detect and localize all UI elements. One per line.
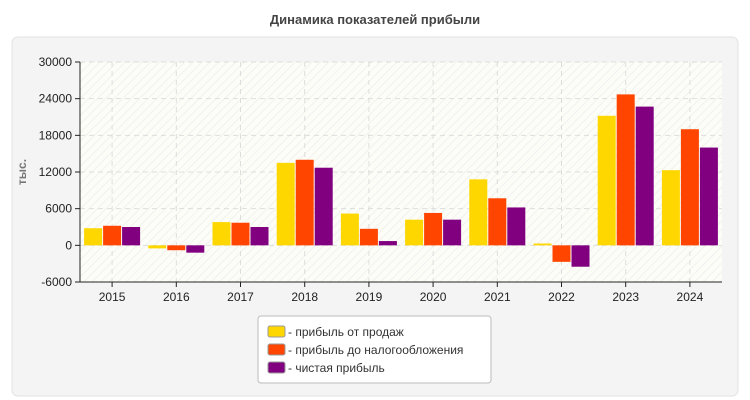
bar-2015-series-2 xyxy=(103,225,122,246)
x-tick-label: 2023 xyxy=(612,290,639,304)
y-tick-label: 24000 xyxy=(39,92,73,106)
y-tick-label: 18000 xyxy=(39,128,73,142)
bar-2019-series-1 xyxy=(340,213,359,246)
legend-swatch-2 xyxy=(267,343,286,356)
bar-2020-series-3 xyxy=(443,219,462,246)
bar-2022-series-3 xyxy=(571,245,590,267)
legend-label-2: - прибыль до налогообложения xyxy=(288,343,463,357)
x-tick-label: 2022 xyxy=(548,290,575,304)
bar-2021-series-3 xyxy=(507,207,526,246)
bar-2022-series-2 xyxy=(552,245,571,262)
x-tick-label: 2021 xyxy=(484,290,511,304)
bar-2017-series-1 xyxy=(212,222,231,246)
bar-2023-series-3 xyxy=(635,106,654,246)
x-tick-label: 2018 xyxy=(291,290,318,304)
y-tick-label: -6000 xyxy=(41,275,72,289)
bar-2019-series-3 xyxy=(378,241,397,246)
bar-2019-series-2 xyxy=(359,228,378,246)
chart-title: Динамика показателей прибыли xyxy=(270,12,480,27)
x-tick-label: 2015 xyxy=(99,290,126,304)
bar-2023-series-2 xyxy=(616,94,635,246)
y-tick-label: 30000 xyxy=(39,55,73,69)
bar-2018-series-1 xyxy=(276,162,295,246)
bar-2022-series-1 xyxy=(533,243,552,246)
bar-2023-series-1 xyxy=(597,115,616,246)
legend-swatch-3 xyxy=(267,361,286,374)
x-tick-label: 2024 xyxy=(677,290,704,304)
bar-2016-series-2 xyxy=(167,245,186,251)
legend-label-3: - чистая прибыль xyxy=(288,361,385,375)
bar-2024-series-1 xyxy=(661,170,680,246)
bar-2017-series-3 xyxy=(250,227,269,246)
bar-2016-series-3 xyxy=(186,245,205,253)
bar-2015-series-1 xyxy=(84,228,103,246)
x-tick-label: 2020 xyxy=(420,290,447,304)
y-axis-label: тыс. xyxy=(15,159,29,185)
legend: - прибыль от продаж - прибыль до налогооб… xyxy=(257,315,492,384)
bar-2015-series-3 xyxy=(122,227,141,246)
bar-2018-series-2 xyxy=(295,159,314,246)
bar-2016-series-1 xyxy=(148,245,167,249)
legend-swatch-1 xyxy=(267,325,286,338)
bar-2024-series-3 xyxy=(699,147,718,246)
bar-2024-series-2 xyxy=(680,129,699,246)
bar-2020-series-2 xyxy=(424,212,443,246)
y-tick-label: 12000 xyxy=(39,165,73,179)
x-tick-label: 2016 xyxy=(163,290,190,304)
y-tick-label: 6000 xyxy=(45,202,72,216)
bar-2021-series-1 xyxy=(469,179,488,246)
legend-label-1: - прибыль от продаж xyxy=(288,325,404,339)
bars xyxy=(84,94,718,267)
y-tick-label: 0 xyxy=(65,238,72,252)
bar-2021-series-2 xyxy=(488,198,507,246)
x-tick-label: 2019 xyxy=(356,290,383,304)
x-tick-label: 2017 xyxy=(227,290,254,304)
axes: -6000 0 6000 12000 18000 24000 30000 2015 2016 20… xyxy=(39,55,722,304)
bar-2020-series-1 xyxy=(405,219,424,246)
bar-2018-series-3 xyxy=(314,167,333,246)
bar-2017-series-2 xyxy=(231,222,250,246)
